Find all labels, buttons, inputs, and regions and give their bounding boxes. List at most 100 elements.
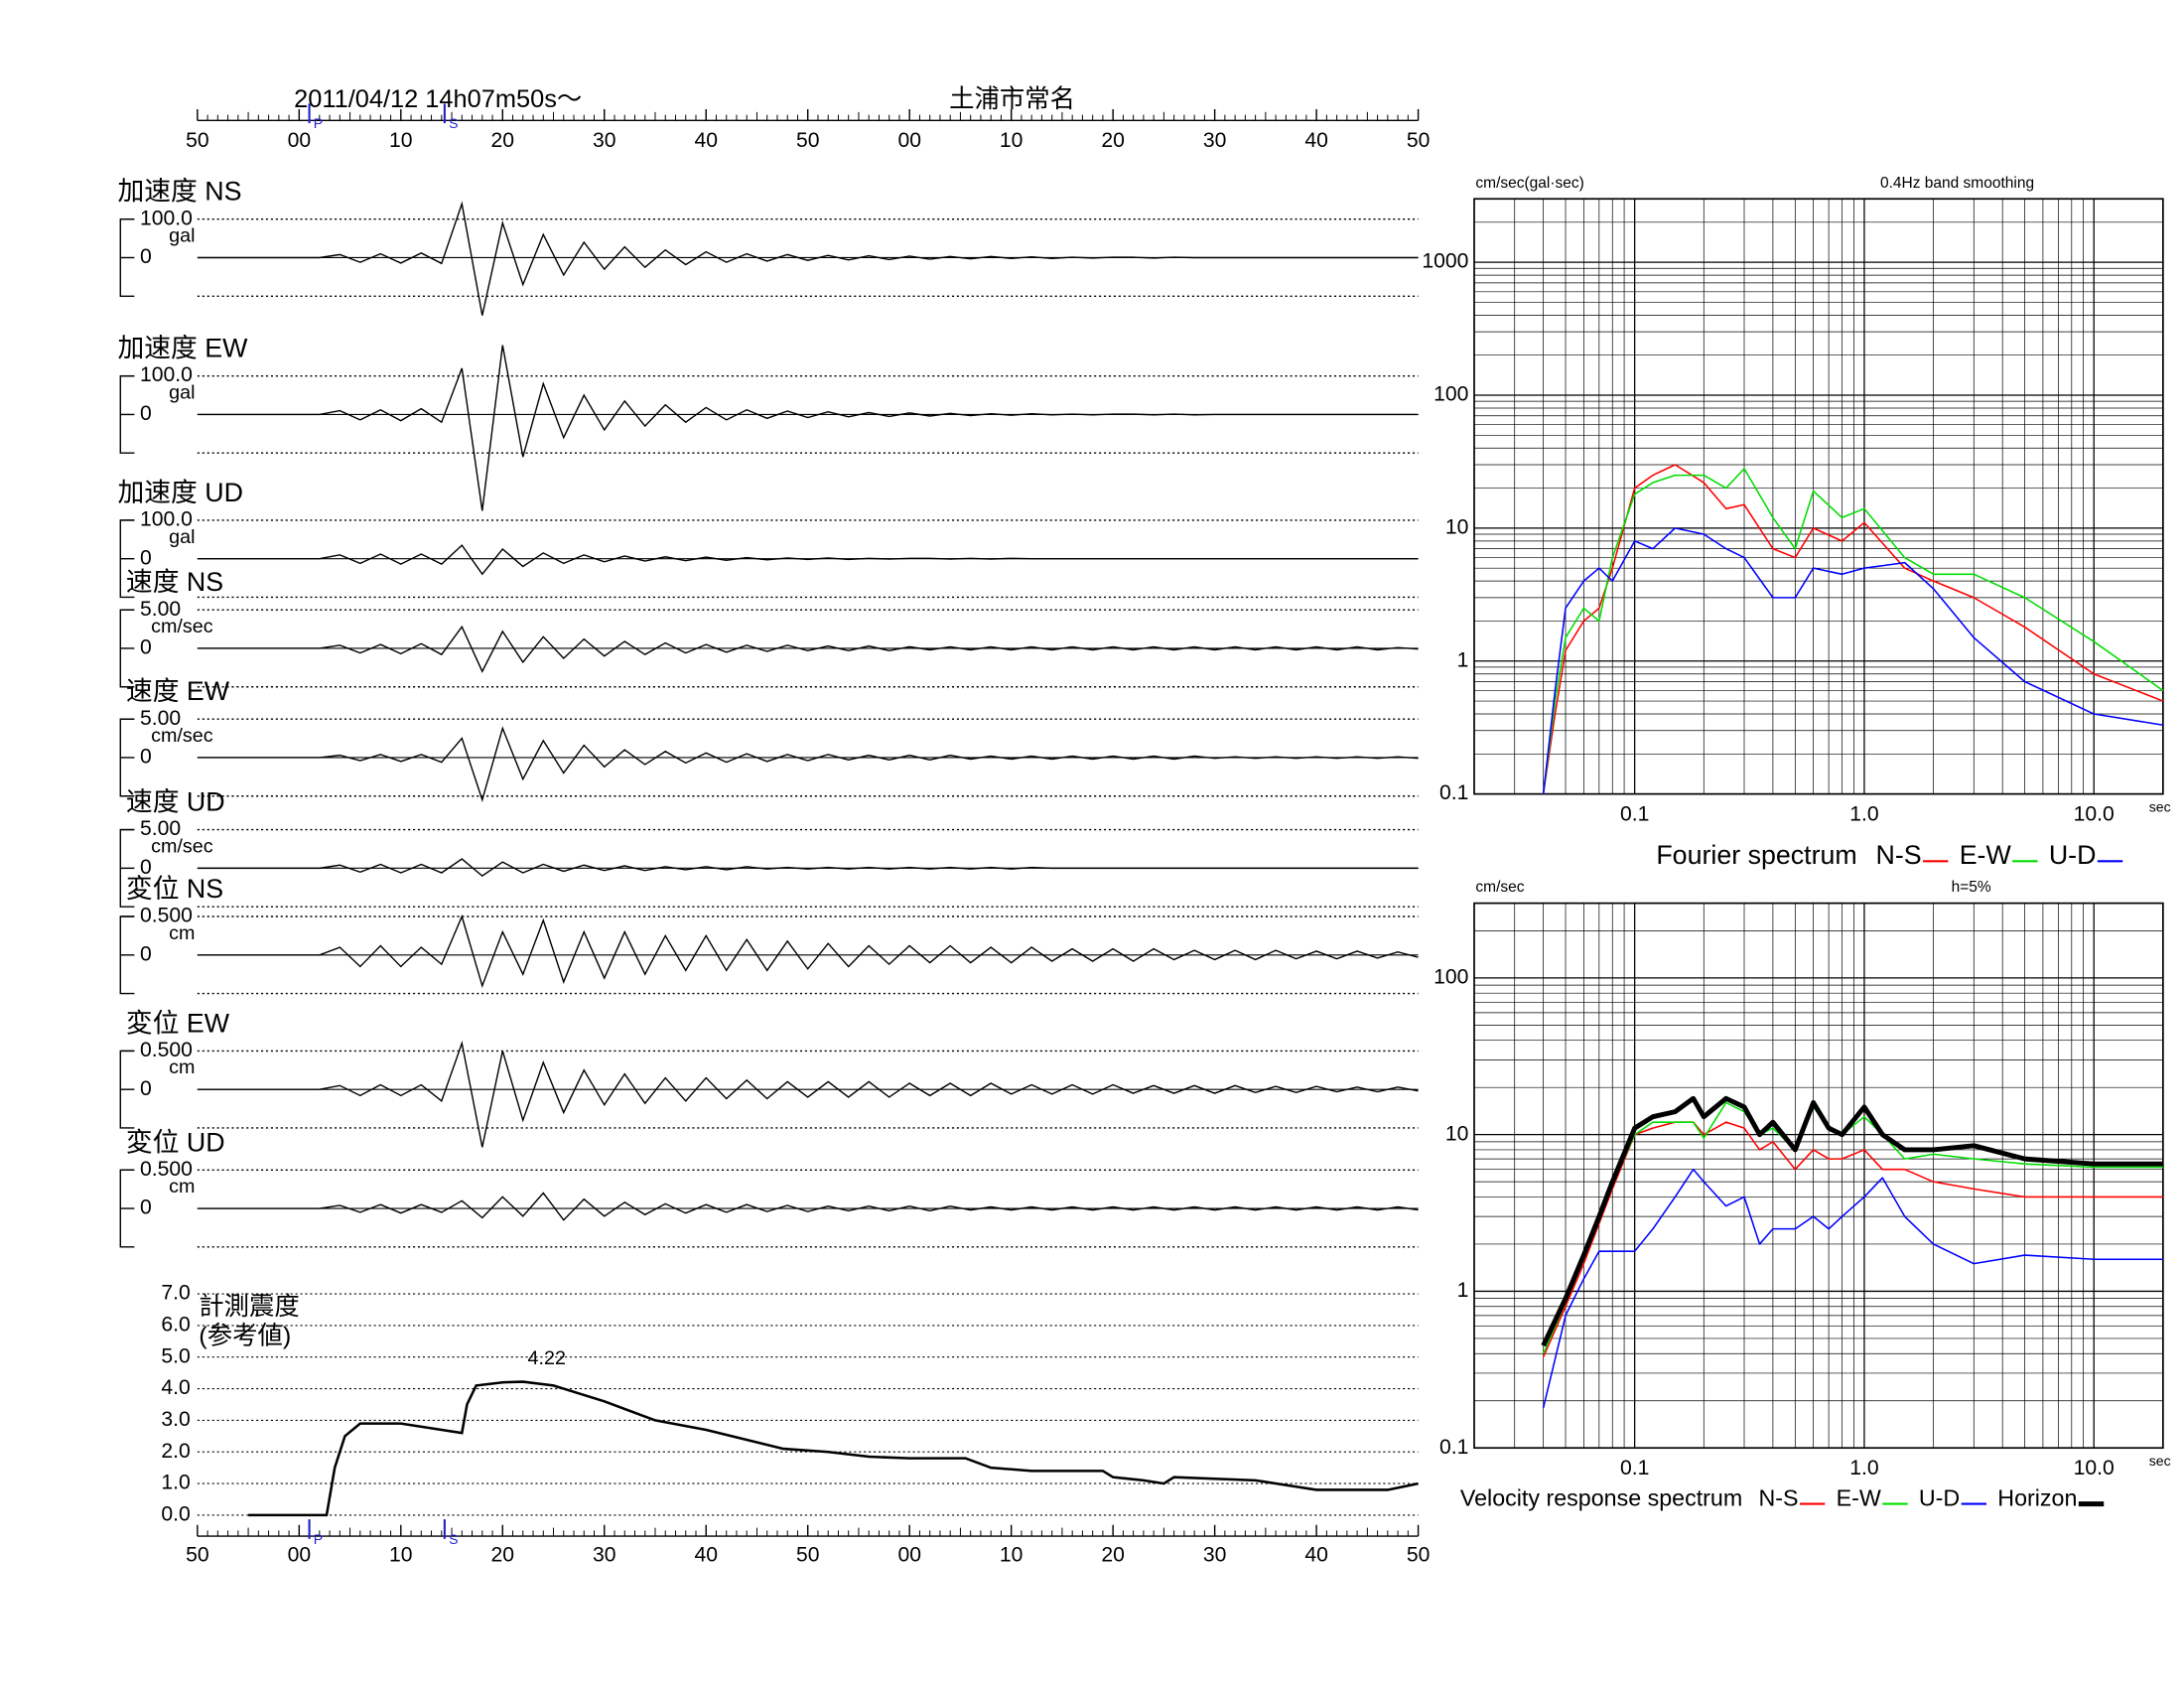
spectrum-line (1542, 527, 2163, 794)
trace-unit: cm (169, 1176, 195, 1197)
x-tick-label: 10 (389, 1543, 413, 1566)
y-tick-label: 5.0 (161, 1344, 190, 1367)
trace-unit: gal (169, 382, 195, 404)
y-tick-label: 3.0 (161, 1408, 190, 1431)
x-tick-label: 00 (897, 1543, 921, 1566)
y-tick-label: 100 (1433, 965, 1468, 988)
phase-label: S (449, 1531, 458, 1547)
x-tick-label: 10 (389, 129, 413, 152)
x-tick-label: 0.1 (1620, 802, 1649, 825)
legend-label: U-D (1919, 1485, 1960, 1511)
x-tick-label: 50 (1407, 1543, 1431, 1566)
x-tick-label: 1.0 (1849, 1457, 1878, 1479)
y-tick-label: 0.1 (1439, 1436, 1468, 1459)
y-tick-label: 0.1 (1439, 781, 1468, 804)
y-tick-label: 1 (1457, 1279, 1469, 1302)
x-tick-label: 10 (1000, 129, 1024, 152)
x-tick-label: 30 (593, 1543, 616, 1566)
trace-title: 加速度 NS (117, 177, 241, 207)
x-tick-label: 1.0 (1849, 802, 1878, 825)
waveform (197, 544, 1419, 576)
y-tick-label: 0.500 (140, 905, 193, 927)
legend-label: E-W (1960, 840, 2012, 870)
y-tick-label: 0.500 (140, 1039, 193, 1061)
y-unit: cm/sec (1475, 879, 1524, 896)
legend-label: N-S (1758, 1485, 1798, 1511)
record-time: 2011/04/12 14h07m50s～ (294, 85, 582, 113)
waveform (197, 1040, 1419, 1148)
y-tick-label: 0.500 (140, 1158, 193, 1181)
spectrum-line (1542, 1121, 2163, 1358)
y-tick-label: 1 (1457, 648, 1469, 671)
spectrum-line (1542, 468, 2164, 794)
x-unit: sec (2149, 798, 2171, 814)
waveform (197, 1192, 1419, 1221)
x-tick-label: 20 (491, 129, 515, 152)
trace-unit: cm/sec (151, 835, 213, 857)
trace-unit: cm (169, 1056, 195, 1078)
x-tick-label: 20 (1101, 1543, 1125, 1566)
legend-title: Fourier spectrum (1656, 840, 1856, 870)
x-tick-label: 20 (1101, 129, 1125, 152)
y-tick-label: 100.0 (140, 207, 193, 229)
y-tick-label: 100.0 (140, 508, 193, 531)
trace-title: 速度 EW (126, 676, 230, 706)
waveform (197, 726, 1419, 803)
x-tick-label: 10.0 (2074, 802, 2115, 825)
x-tick-label: 40 (1304, 1543, 1328, 1566)
plot-frame (1473, 902, 2164, 1450)
y-tick-label: 100.0 (140, 363, 193, 386)
y-tick-label: 1.0 (161, 1472, 190, 1494)
waveform (197, 625, 1419, 673)
trace-title: 加速度 EW (117, 334, 248, 363)
legend-label: U-D (2049, 840, 2097, 870)
plot-frame (1473, 198, 2164, 795)
waveform (197, 914, 1419, 989)
spectrum-line (1542, 1168, 2163, 1409)
trace-title: 変位 NS (126, 874, 223, 904)
y-tick-label: 100 (1433, 383, 1468, 406)
trace-title: 変位 EW (126, 1008, 230, 1038)
trace-unit: gal (169, 225, 195, 247)
x-tick-label: 30 (1203, 1543, 1227, 1566)
legend-label: N-S (1875, 840, 1921, 870)
trace-title: 変位 UD (126, 1127, 225, 1157)
phase-label: S (449, 115, 458, 131)
x-tick-label: 00 (288, 1543, 312, 1566)
y-tick-label: 5.00 (140, 598, 181, 621)
x-tick-label: 20 (491, 1543, 515, 1566)
trace-unit: cm/sec (151, 725, 213, 747)
trace-title: 速度 UD (126, 787, 225, 817)
x-tick-label: 30 (1203, 129, 1227, 152)
y-tick-label: 7.0 (161, 1282, 190, 1305)
legend-title: Velocity response spectrum (1460, 1485, 1742, 1511)
phase-label: P (314, 115, 323, 131)
x-tick-label: 00 (288, 129, 312, 152)
x-unit: sec (2149, 1453, 2171, 1469)
intensity-line (248, 1380, 1419, 1517)
x-tick-label: 50 (796, 129, 820, 152)
note: 0.4Hz band smoothing (1880, 175, 2034, 192)
y-tick-label: 4.0 (161, 1376, 190, 1399)
trace-title: 速度 NS (126, 567, 223, 597)
x-tick-label: 00 (897, 129, 921, 152)
y-tick-label: 0.0 (161, 1502, 190, 1525)
y-tick-label: 0 (140, 546, 152, 569)
x-tick-label: 40 (694, 129, 718, 152)
trace-unit: gal (169, 526, 195, 548)
waveform (197, 858, 1419, 878)
y-tick-label: 0 (140, 1077, 152, 1100)
x-tick-label: 40 (1304, 129, 1328, 152)
x-tick-label: 10 (1000, 1543, 1024, 1566)
trace-unit: cm/sec (151, 616, 213, 637)
legend-label: Horizon (1997, 1485, 2077, 1511)
x-tick-label: 40 (694, 1543, 718, 1566)
x-tick-label: 50 (796, 1543, 820, 1566)
spectrum-line (1542, 464, 2164, 794)
y-axis-label: (参考値) (199, 1323, 291, 1350)
x-tick-label: 50 (1407, 129, 1431, 152)
x-tick-label: 30 (593, 129, 616, 152)
y-tick-label: 0 (140, 402, 152, 425)
